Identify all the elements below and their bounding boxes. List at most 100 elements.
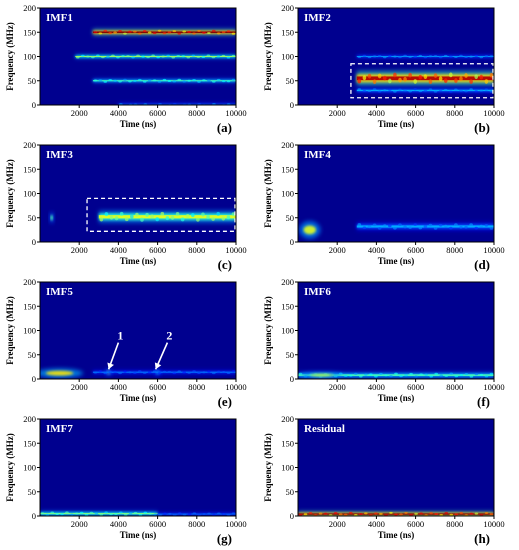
band-speckle xyxy=(367,73,372,79)
band-speckle xyxy=(45,513,50,516)
band-speckle xyxy=(216,211,221,216)
plot-background xyxy=(40,145,236,242)
x-tick-label: 6000 xyxy=(407,519,424,529)
band-speckle xyxy=(443,224,448,228)
band-speckle xyxy=(343,513,348,516)
band-speckle xyxy=(479,224,484,228)
band-speckle xyxy=(151,54,155,57)
x-tick-label: 8000 xyxy=(446,108,463,118)
y-tick-label: 50 xyxy=(28,487,37,497)
band-speckle xyxy=(155,217,160,222)
plot-background xyxy=(298,419,494,516)
band-speckle xyxy=(443,88,448,91)
dashed-highlight-box xyxy=(86,197,236,232)
blob-core xyxy=(309,373,334,377)
band-speckle xyxy=(221,371,226,374)
band-speckle xyxy=(148,512,153,515)
panel-8: Residual 0 50 100 150 200 2000 4000 6000 8000 1000… xyxy=(263,414,505,546)
band-speckle xyxy=(484,88,489,91)
panel-4: IMF4 0 50 100 150 200 2000 4000 6000 8000 10000 Fre… xyxy=(263,140,505,272)
band-speckle xyxy=(153,513,157,516)
band-speckle xyxy=(384,374,388,377)
band-speckle xyxy=(226,513,231,516)
band-speckle xyxy=(123,370,127,373)
x-tick-label: 6000 xyxy=(149,519,166,529)
band-speckle xyxy=(221,216,226,221)
band-speckle xyxy=(221,80,226,83)
band-speckle xyxy=(443,78,448,83)
band-speckle xyxy=(394,372,398,375)
band-speckle xyxy=(116,56,120,59)
band-speckle xyxy=(93,79,98,82)
band-speckle xyxy=(81,54,85,57)
band-speckle xyxy=(382,56,387,59)
band-speckle xyxy=(372,223,377,227)
band-speckle xyxy=(389,511,393,514)
x-tick-label: 4000 xyxy=(368,382,385,392)
y-axis-label: Frequency (MHz) xyxy=(263,296,273,365)
band-speckle xyxy=(413,55,418,58)
inset-label: IMF4 xyxy=(304,149,331,161)
y-tick-label: 200 xyxy=(23,414,36,424)
band-speckle xyxy=(124,217,129,222)
band-speckle xyxy=(388,88,392,91)
band-speckle xyxy=(298,513,303,516)
x-tick-label: 10000 xyxy=(225,245,246,255)
band-speckle xyxy=(118,80,122,83)
band-speckle xyxy=(109,215,114,220)
band-speckle xyxy=(423,56,428,59)
y-tick-label: 100 xyxy=(23,326,36,336)
band-speckle xyxy=(413,79,418,84)
band-mid xyxy=(118,103,236,105)
x-tick-label: 10000 xyxy=(483,519,504,529)
band-speckle xyxy=(141,55,145,58)
band-speckle xyxy=(459,54,463,57)
band-speckle xyxy=(150,214,154,219)
band-speckle xyxy=(419,373,423,376)
band-speckle xyxy=(50,511,55,514)
x-tick-label: 10000 xyxy=(225,519,246,529)
x-axis-label: Time (ns) xyxy=(120,256,157,266)
band-speckle xyxy=(469,375,474,378)
band-speckle xyxy=(353,372,358,375)
y-tick-label: 50 xyxy=(28,213,37,223)
x-tick-label: 4000 xyxy=(110,245,127,255)
y-tick-label: 100 xyxy=(281,52,294,62)
band-speckle xyxy=(418,226,423,230)
band-speckle xyxy=(424,373,428,376)
y-tick-label: 200 xyxy=(281,277,294,287)
band-speckle xyxy=(408,55,412,58)
panel-3: IMF3 0 50 100 150 200 2000 4000 6000 8000 10000 Fre… xyxy=(5,140,247,272)
band-speckle xyxy=(364,512,368,515)
x-axis-label: Time (ns) xyxy=(378,530,415,540)
band-speckle xyxy=(126,55,130,58)
band-speckle xyxy=(212,513,216,516)
band-speckle xyxy=(474,226,479,230)
y-axis-label: Frequency (MHz) xyxy=(5,433,15,502)
band-speckle xyxy=(123,32,127,35)
band-speckle xyxy=(419,512,423,515)
band-speckle xyxy=(197,29,201,32)
x-axis-label: Time (ns) xyxy=(378,119,415,129)
band-speckle xyxy=(418,90,423,93)
band-speckle xyxy=(137,370,142,373)
x-tick-label: 2000 xyxy=(329,245,346,255)
band-speckle xyxy=(357,88,362,91)
band-speckle xyxy=(428,79,433,85)
band-speckle xyxy=(79,511,84,514)
band-speckle xyxy=(418,74,423,80)
band-speckle xyxy=(464,373,469,376)
band-speckle xyxy=(464,90,468,93)
x-tick-label: 4000 xyxy=(110,382,127,392)
band-speckle xyxy=(454,78,458,83)
band-speckle xyxy=(231,512,236,515)
band-speckle xyxy=(93,31,98,34)
band-speckle xyxy=(474,54,479,57)
y-tick-label: 50 xyxy=(286,76,295,86)
y-tick-label: 150 xyxy=(23,301,36,311)
band-speckle xyxy=(192,370,196,373)
band-speckle xyxy=(131,56,135,59)
blob-core xyxy=(50,214,54,221)
plot-background xyxy=(298,282,494,379)
band-speckle xyxy=(197,513,202,516)
